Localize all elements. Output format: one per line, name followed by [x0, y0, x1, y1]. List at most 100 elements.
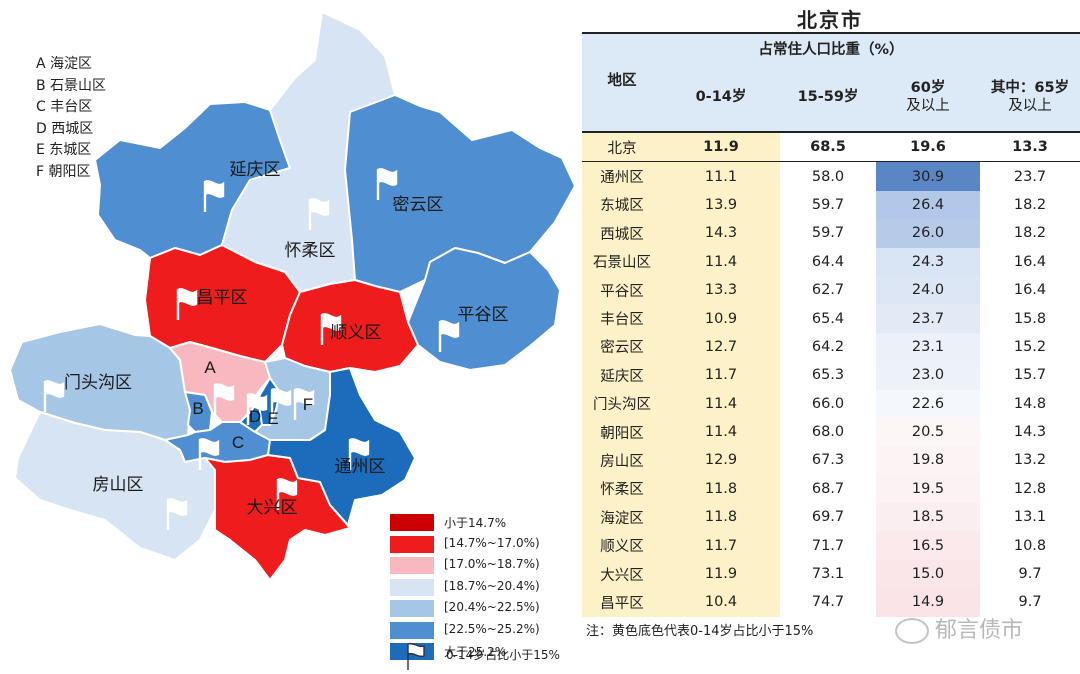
table-cell: 平谷区 — [582, 275, 662, 305]
table-cell: 11.4 — [662, 247, 780, 276]
flag-icon — [376, 168, 398, 200]
table-cell: 北京 — [582, 132, 662, 163]
table-cell: 11.4 — [662, 417, 780, 447]
flag-icon — [43, 380, 65, 412]
table-cell: 22.6 — [876, 389, 980, 418]
table-cell: 12.7 — [662, 332, 780, 362]
column-header: 0-14岁 — [662, 62, 780, 132]
flag-icon — [176, 288, 198, 320]
table-row: 密云区 12.7 64.2 23.1 15.2 — [582, 332, 1080, 362]
legend-swatch — [390, 514, 434, 531]
abbreviation-item: A 海淀区 — [36, 56, 93, 72]
table-cell: 密云区 — [582, 332, 662, 362]
table-row: 房山区 12.9 67.3 19.8 13.2 — [582, 446, 1080, 475]
table-cell: 16.4 — [1013, 253, 1047, 270]
table-cell: 59.7 — [811, 196, 845, 213]
district-通州区 — [267, 367, 416, 526]
table-row: 海淀区 11.8 69.7 18.5 13.1 — [582, 503, 1080, 532]
table-cell: 64.4 — [811, 253, 845, 270]
table-cell: 11.9 — [662, 559, 780, 589]
table-cell: 石景山区 — [582, 247, 662, 276]
table-cell: 11.7 — [662, 361, 780, 390]
table-cell: 10.9 — [662, 304, 780, 333]
table-cell: 18.2 — [1013, 196, 1047, 213]
table-cell: 朝阳区 — [582, 417, 662, 447]
table-cell: 14.3 — [1013, 424, 1047, 441]
legend-swatch — [390, 557, 434, 574]
table-cell: 16.4 — [1013, 282, 1047, 299]
table-cell: 19.8 — [876, 446, 980, 475]
column-header: 其中：65岁 及以上 — [980, 62, 1080, 132]
wechat-icon — [895, 618, 929, 644]
table-row: 丰台区 10.9 65.4 23.7 15.8 — [582, 304, 1080, 333]
table-cell: 11.7 — [662, 531, 780, 560]
table-cell: 16.5 — [876, 531, 980, 560]
district-label: 通州区 — [335, 457, 386, 477]
column-header: 15-59岁 — [780, 62, 876, 132]
table-cell: 24.0 — [876, 275, 980, 305]
table-cell: 12.9 — [662, 446, 780, 475]
table-cell: 64.2 — [811, 338, 845, 355]
table-cell: 11.9 — [662, 132, 780, 163]
table-cell: 30.9 — [876, 161, 980, 191]
district-label: 平谷区 — [458, 305, 509, 325]
district-label: 延庆区 — [230, 160, 281, 180]
table-cell: 67.3 — [811, 452, 845, 469]
flag-icon — [308, 198, 330, 230]
table-cell: 13.9 — [662, 190, 780, 220]
table-row: 平谷区 13.3 62.7 24.0 16.4 — [582, 275, 1080, 305]
table-cell: 10.8 — [1013, 537, 1047, 554]
district-label: 大兴区 — [247, 498, 298, 518]
table-row: 北京 11.9 68.5 19.6 13.3 — [582, 132, 1080, 163]
table-cell: 9.7 — [1018, 594, 1042, 611]
table-cell: 68.0 — [811, 424, 845, 441]
flag-icon — [438, 320, 460, 352]
table-title: 北京市 — [797, 8, 863, 32]
district-label: D — [249, 407, 261, 426]
table-cell: 23.1 — [876, 332, 980, 362]
table-cell: 19.6 — [876, 132, 980, 163]
flag-legend-icon — [407, 642, 425, 670]
table-cell: 10.4 — [662, 588, 780, 617]
legend-label: [20.4%~22.5%) — [444, 600, 540, 614]
table-cell: 69.7 — [811, 509, 845, 526]
table-cell: 怀柔区 — [582, 474, 662, 504]
flag-icon — [270, 388, 292, 420]
column-header: 地区 — [582, 62, 662, 132]
table-cell: 15.7 — [1013, 367, 1047, 384]
district-label: 密云区 — [393, 195, 444, 215]
table-cell: 通州区 — [582, 161, 662, 191]
table-cell: 门头沟区 — [582, 389, 662, 418]
table-cell: 延庆区 — [582, 361, 662, 390]
table-cell: 24.3 — [876, 247, 980, 276]
flag-icon — [198, 438, 220, 470]
table-cell: 丰台区 — [582, 304, 662, 333]
table-cell: 23.7 — [1013, 168, 1047, 185]
column-header: 60岁 及以上 — [876, 62, 980, 132]
flag-icon — [293, 388, 315, 420]
table-cell: 23.0 — [876, 361, 980, 390]
table-row: 东城区 13.9 59.7 26.4 18.2 — [582, 190, 1080, 220]
table-row: 延庆区 11.7 65.3 23.0 15.7 — [582, 361, 1080, 390]
table-row: 西城区 14.3 59.7 26.0 18.2 — [582, 219, 1080, 248]
legend-swatch — [390, 578, 434, 596]
table-cell: 15.2 — [1013, 338, 1047, 355]
table-cell: 14.8 — [1013, 395, 1047, 412]
table-cell: 西城区 — [582, 219, 662, 248]
table-cell: 房山区 — [582, 446, 662, 475]
table-cell: 海淀区 — [582, 503, 662, 532]
district-label: 昌平区 — [197, 288, 248, 308]
flag-icon — [246, 393, 268, 425]
table-cell: 14.3 — [662, 219, 780, 248]
table-cell: 66.0 — [811, 395, 845, 412]
legend-label: [22.5%~25.2%) — [444, 621, 540, 636]
population-table: 占常住人口比重（%） 地区 0-14岁 15-59岁 60岁 及以上 其中：65岁 及以上 … — [582, 32, 1080, 617]
table-cell: 昌平区 — [582, 588, 662, 617]
table-cell: 11.4 — [662, 389, 780, 418]
district-label: 房山区 — [93, 475, 144, 495]
district-平谷区 — [407, 247, 561, 371]
district-abbreviation-list: A 海淀区 B 石景山区 C 丰台区 D 西城区 E 东城区 F 朝阳区 — [36, 54, 106, 183]
legend-label: [14.7%~17.0%) — [444, 535, 540, 550]
flag-icon — [276, 478, 298, 510]
district-label: F — [303, 395, 313, 414]
